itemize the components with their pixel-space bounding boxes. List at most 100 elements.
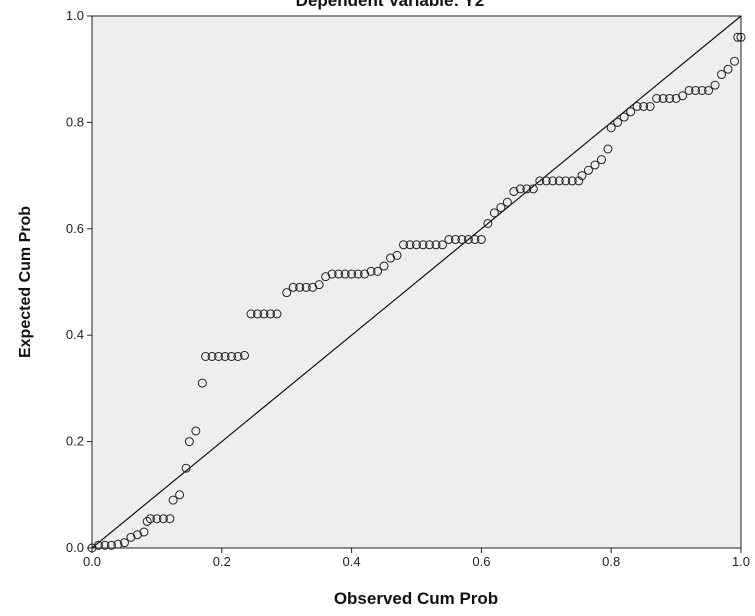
point bbox=[259, 309, 269, 319]
reference-line bbox=[91, 15, 742, 549]
point bbox=[353, 269, 363, 279]
point bbox=[366, 266, 376, 276]
point bbox=[233, 351, 243, 361]
point bbox=[548, 176, 558, 186]
point bbox=[246, 309, 256, 319]
point bbox=[240, 350, 250, 360]
point bbox=[645, 101, 655, 111]
point bbox=[717, 70, 727, 80]
point bbox=[457, 234, 467, 244]
chart-title: Dependent Variable: Y2 bbox=[296, 0, 485, 10]
x-tick-label: 1.0 bbox=[732, 554, 750, 569]
point bbox=[392, 250, 402, 260]
point bbox=[590, 160, 600, 170]
point bbox=[295, 282, 305, 292]
point bbox=[93, 540, 103, 550]
point bbox=[87, 543, 97, 553]
point bbox=[288, 282, 298, 292]
point bbox=[158, 514, 168, 524]
point bbox=[723, 64, 733, 74]
point bbox=[515, 184, 525, 194]
point bbox=[577, 171, 587, 181]
x-tick-label: 0.0 bbox=[83, 554, 101, 569]
x-tick-label: 0.4 bbox=[343, 554, 361, 569]
point bbox=[522, 184, 532, 194]
point bbox=[272, 309, 282, 319]
x-tick-label: 0.8 bbox=[602, 554, 620, 569]
x-tick-label: 0.2 bbox=[213, 554, 231, 569]
point bbox=[220, 351, 230, 361]
point bbox=[619, 112, 629, 122]
point bbox=[265, 309, 275, 319]
point bbox=[184, 437, 194, 447]
point bbox=[697, 85, 707, 95]
point bbox=[535, 176, 545, 186]
point bbox=[509, 187, 519, 197]
point bbox=[227, 351, 237, 361]
point bbox=[132, 530, 142, 540]
point bbox=[684, 85, 694, 95]
point bbox=[126, 532, 136, 542]
point bbox=[678, 91, 688, 101]
point bbox=[175, 490, 185, 500]
point bbox=[424, 240, 434, 250]
point bbox=[671, 93, 681, 103]
point bbox=[606, 123, 616, 133]
point bbox=[360, 269, 370, 279]
point bbox=[301, 282, 311, 292]
point bbox=[596, 155, 606, 165]
point bbox=[554, 176, 564, 186]
y-tick-label: 0.0 bbox=[66, 540, 84, 555]
point bbox=[113, 539, 123, 549]
point bbox=[639, 101, 649, 111]
point bbox=[561, 176, 571, 186]
point bbox=[168, 495, 178, 505]
point bbox=[691, 85, 701, 95]
point bbox=[603, 144, 613, 154]
point bbox=[730, 56, 740, 66]
point bbox=[528, 184, 538, 194]
point bbox=[214, 351, 224, 361]
point bbox=[152, 514, 162, 524]
point bbox=[373, 266, 383, 276]
point bbox=[431, 240, 441, 250]
point bbox=[191, 426, 201, 436]
point bbox=[736, 32, 746, 42]
point bbox=[489, 208, 499, 218]
point bbox=[470, 234, 480, 244]
point bbox=[483, 218, 493, 228]
point bbox=[665, 93, 675, 103]
point bbox=[207, 351, 217, 361]
point bbox=[574, 176, 584, 186]
point bbox=[405, 240, 415, 250]
point bbox=[308, 282, 318, 292]
y-tick-label: 0.4 bbox=[66, 327, 84, 342]
point bbox=[496, 203, 506, 213]
point bbox=[282, 288, 292, 298]
point bbox=[340, 269, 350, 279]
point bbox=[437, 240, 447, 250]
point bbox=[197, 378, 207, 388]
point bbox=[626, 107, 636, 117]
point bbox=[327, 269, 337, 279]
point bbox=[450, 234, 460, 244]
point bbox=[399, 240, 409, 250]
y-tick-label: 0.6 bbox=[66, 221, 84, 236]
point bbox=[142, 516, 152, 526]
point bbox=[379, 261, 389, 271]
x-axis-label: Observed Cum Prob bbox=[334, 589, 498, 608]
point bbox=[658, 93, 668, 103]
point bbox=[201, 351, 211, 361]
point bbox=[710, 80, 720, 90]
point bbox=[652, 93, 662, 103]
y-axis-label: Expected Cum Prob bbox=[17, 206, 34, 358]
point bbox=[145, 514, 155, 524]
point bbox=[252, 309, 262, 319]
point bbox=[476, 234, 486, 244]
point bbox=[463, 234, 473, 244]
point bbox=[139, 527, 149, 537]
point bbox=[181, 463, 191, 473]
point bbox=[386, 253, 396, 263]
point bbox=[704, 85, 714, 95]
y-tick-label: 1.0 bbox=[66, 8, 84, 23]
